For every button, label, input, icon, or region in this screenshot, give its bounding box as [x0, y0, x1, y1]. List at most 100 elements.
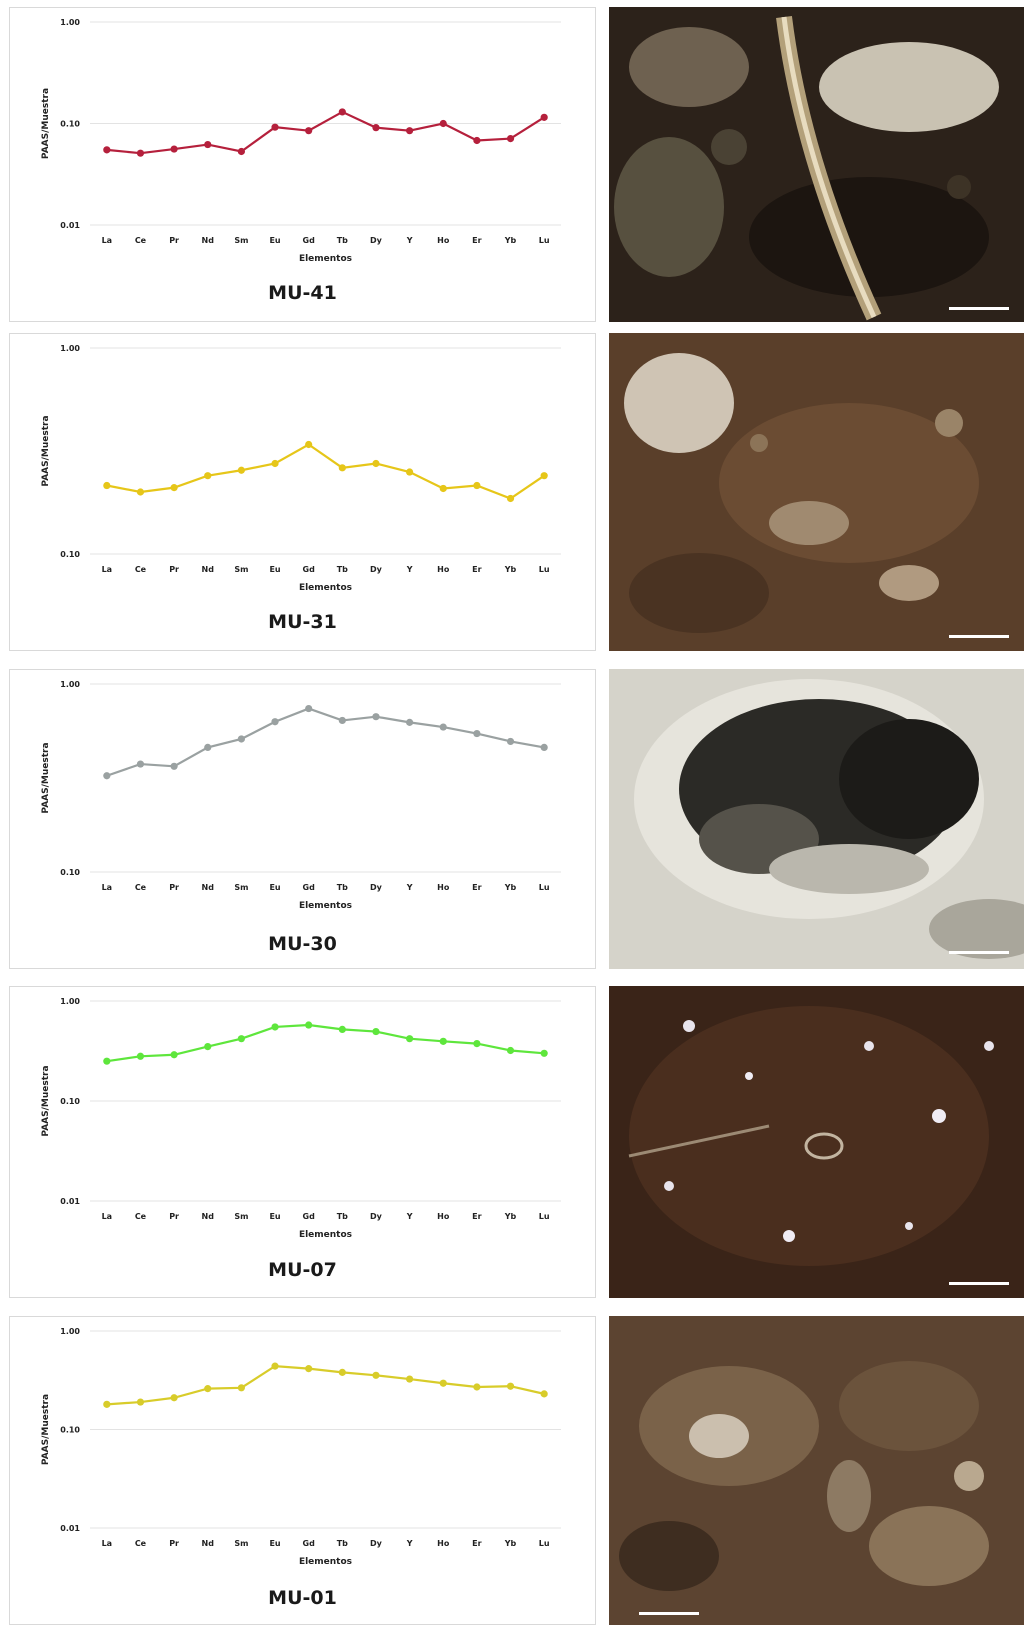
chart-mu-31: 0.10 1.00 La Ce Pr Nd Sm Eu Gd Tb Dy Y Ho Er Yb Lu Eleme… [9, 333, 596, 651]
x-tick-label: Eu [269, 565, 280, 574]
micrograph-mu-30 [609, 669, 1024, 969]
data-point [372, 1027, 380, 1036]
x-axis-title: Elementos [299, 1230, 352, 1240]
x-tick-label: Yb [504, 565, 517, 574]
x-tick-label: Dy [370, 1539, 383, 1548]
x-tick-label: La [102, 883, 113, 892]
data-point [103, 481, 111, 490]
x-tick-label: Yb [504, 236, 517, 245]
data-point [439, 1379, 447, 1387]
series-line [106, 1023, 545, 1063]
x-tick-label: Nd [202, 565, 215, 574]
data-point [372, 1371, 380, 1379]
data-point [372, 124, 380, 132]
x-tick-label: Lu [539, 1212, 550, 1221]
x-tick-label: Gd [303, 236, 316, 245]
x-tick-label: Lu [539, 1539, 550, 1548]
data-point [136, 488, 145, 496]
x-tick-label: Y [406, 1212, 413, 1221]
x-tick-label: Y [406, 883, 413, 892]
panel-row-mu-31: 0.10 1.00 La Ce Pr Nd Sm Eu Gd Tb Dy Y Ho Er Yb Lu Eleme… [0, 333, 1024, 651]
data-point [204, 1042, 212, 1051]
chart-svg-mu-41: 0.01 0.10 1.00 La Ce Pr Nd Sm Eu Gd Tb Dy Y Ho Er Yb Lu E… [41, 18, 561, 264]
data-point [473, 729, 481, 738]
y-tick-label: 1.00 [60, 344, 80, 353]
x-tick-label: Dy [370, 565, 383, 574]
x-tick-label: Nd [202, 1212, 215, 1221]
data-point [406, 1375, 414, 1383]
x-tick-label: Ce [135, 565, 147, 574]
x-tick-label: Gd [303, 1539, 316, 1548]
x-tick-label: Lu [539, 236, 550, 245]
chart-mu-07: 0.01 0.10 1.00 La Ce Pr Nd Sm Eu Gd Tb Dy Y Ho Er Yb Lu E… [9, 986, 596, 1298]
x-tick-label: Ho [437, 883, 450, 892]
series-line [106, 110, 545, 155]
data-point [305, 1365, 313, 1373]
data-point [204, 743, 212, 752]
x-tick-label: Dy [370, 883, 383, 892]
x-tick-label: Nd [202, 236, 215, 245]
x-tick-label: Tb [337, 565, 348, 574]
micrograph-image [609, 1316, 1024, 1625]
chart-mu-01: 0.01 0.10 1.00 La Ce Pr Nd Sm Eu Gd Tb Dy Y Ho Er Yb Lu E… [9, 1316, 596, 1625]
panel-row-mu-41: 0.01 0.10 1.00 La Ce Pr Nd Sm Eu Gd Tb Dy Y Ho Er Yb Lu E… [0, 7, 1024, 322]
x-tick-label: Pr [169, 236, 179, 245]
x-tick-label: Sm [234, 565, 248, 574]
data-point [473, 1383, 481, 1391]
micrograph-image [609, 333, 1024, 651]
data-point [305, 1021, 313, 1029]
data-point [439, 119, 447, 128]
sample-label: MU-07 [268, 1259, 337, 1281]
data-point [439, 723, 447, 731]
data-point [204, 140, 212, 149]
x-tick-label: Sm [234, 236, 248, 245]
data-point [170, 1051, 178, 1059]
y-tick-label: 0.10 [60, 868, 80, 877]
chart-svg-mu-01: 0.01 0.10 1.00 La Ce Pr Nd Sm Eu Gd Tb Dy Y Ho Er Yb Lu E… [41, 1327, 561, 1567]
data-point [271, 1362, 279, 1370]
x-tick-label: Pr [169, 1212, 179, 1221]
data-point [338, 716, 346, 725]
y-tick-label: 0.10 [60, 1097, 80, 1106]
data-point [406, 718, 414, 726]
data-point [170, 484, 178, 492]
data-point [204, 1385, 212, 1393]
data-point [305, 127, 313, 135]
x-tick-label: Ho [437, 1539, 450, 1548]
y-tick-label: 0.10 [60, 550, 80, 559]
data-point [439, 1037, 447, 1045]
x-tick-label: Yb [504, 1212, 517, 1221]
x-tick-label: Er [472, 236, 481, 245]
x-tick-label: Gd [303, 565, 316, 574]
micrograph-mu-01 [609, 1316, 1024, 1625]
chart-mu-30: 0.10 1.00 La Ce Pr Nd Sm Eu Gd Tb Dy Y Ho Er Yb Lu Eleme… [9, 669, 596, 969]
x-tick-label: Er [472, 883, 481, 892]
x-tick-label: Tb [337, 883, 348, 892]
micrograph-image [609, 669, 1024, 969]
x-tick-label: Yb [504, 1539, 517, 1548]
chart-svg-mu-30: 0.10 1.00 La Ce Pr Nd Sm Eu Gd Tb Dy Y Ho Er Yb Lu Eleme… [41, 680, 561, 911]
data-point [136, 1052, 145, 1060]
y-axis-title: PAAS/Muestra [41, 415, 51, 486]
data-point [506, 737, 515, 746]
data-point [271, 1023, 279, 1031]
data-point [305, 704, 313, 713]
x-tick-label: Ce [135, 883, 147, 892]
micrograph-image [609, 986, 1024, 1298]
data-point [473, 1039, 481, 1048]
x-tick-label: Yb [504, 883, 517, 892]
y-tick-label: 0.01 [60, 221, 80, 230]
x-tick-label: Gd [303, 883, 316, 892]
x-tick-label: Dy [370, 236, 383, 245]
sample-label: MU-31 [268, 611, 337, 633]
y-tick-label: 0.01 [60, 1524, 80, 1533]
x-tick-label: Er [472, 1539, 481, 1548]
y-tick-label: 0.10 [60, 1426, 80, 1435]
micrograph-mu-41 [609, 7, 1024, 322]
y-tick-label: 1.00 [60, 680, 80, 689]
x-tick-label: Er [472, 565, 481, 574]
x-tick-label: Pr [169, 883, 179, 892]
data-point [237, 466, 245, 474]
data-point [506, 134, 515, 143]
micrograph-mu-07 [609, 986, 1024, 1298]
